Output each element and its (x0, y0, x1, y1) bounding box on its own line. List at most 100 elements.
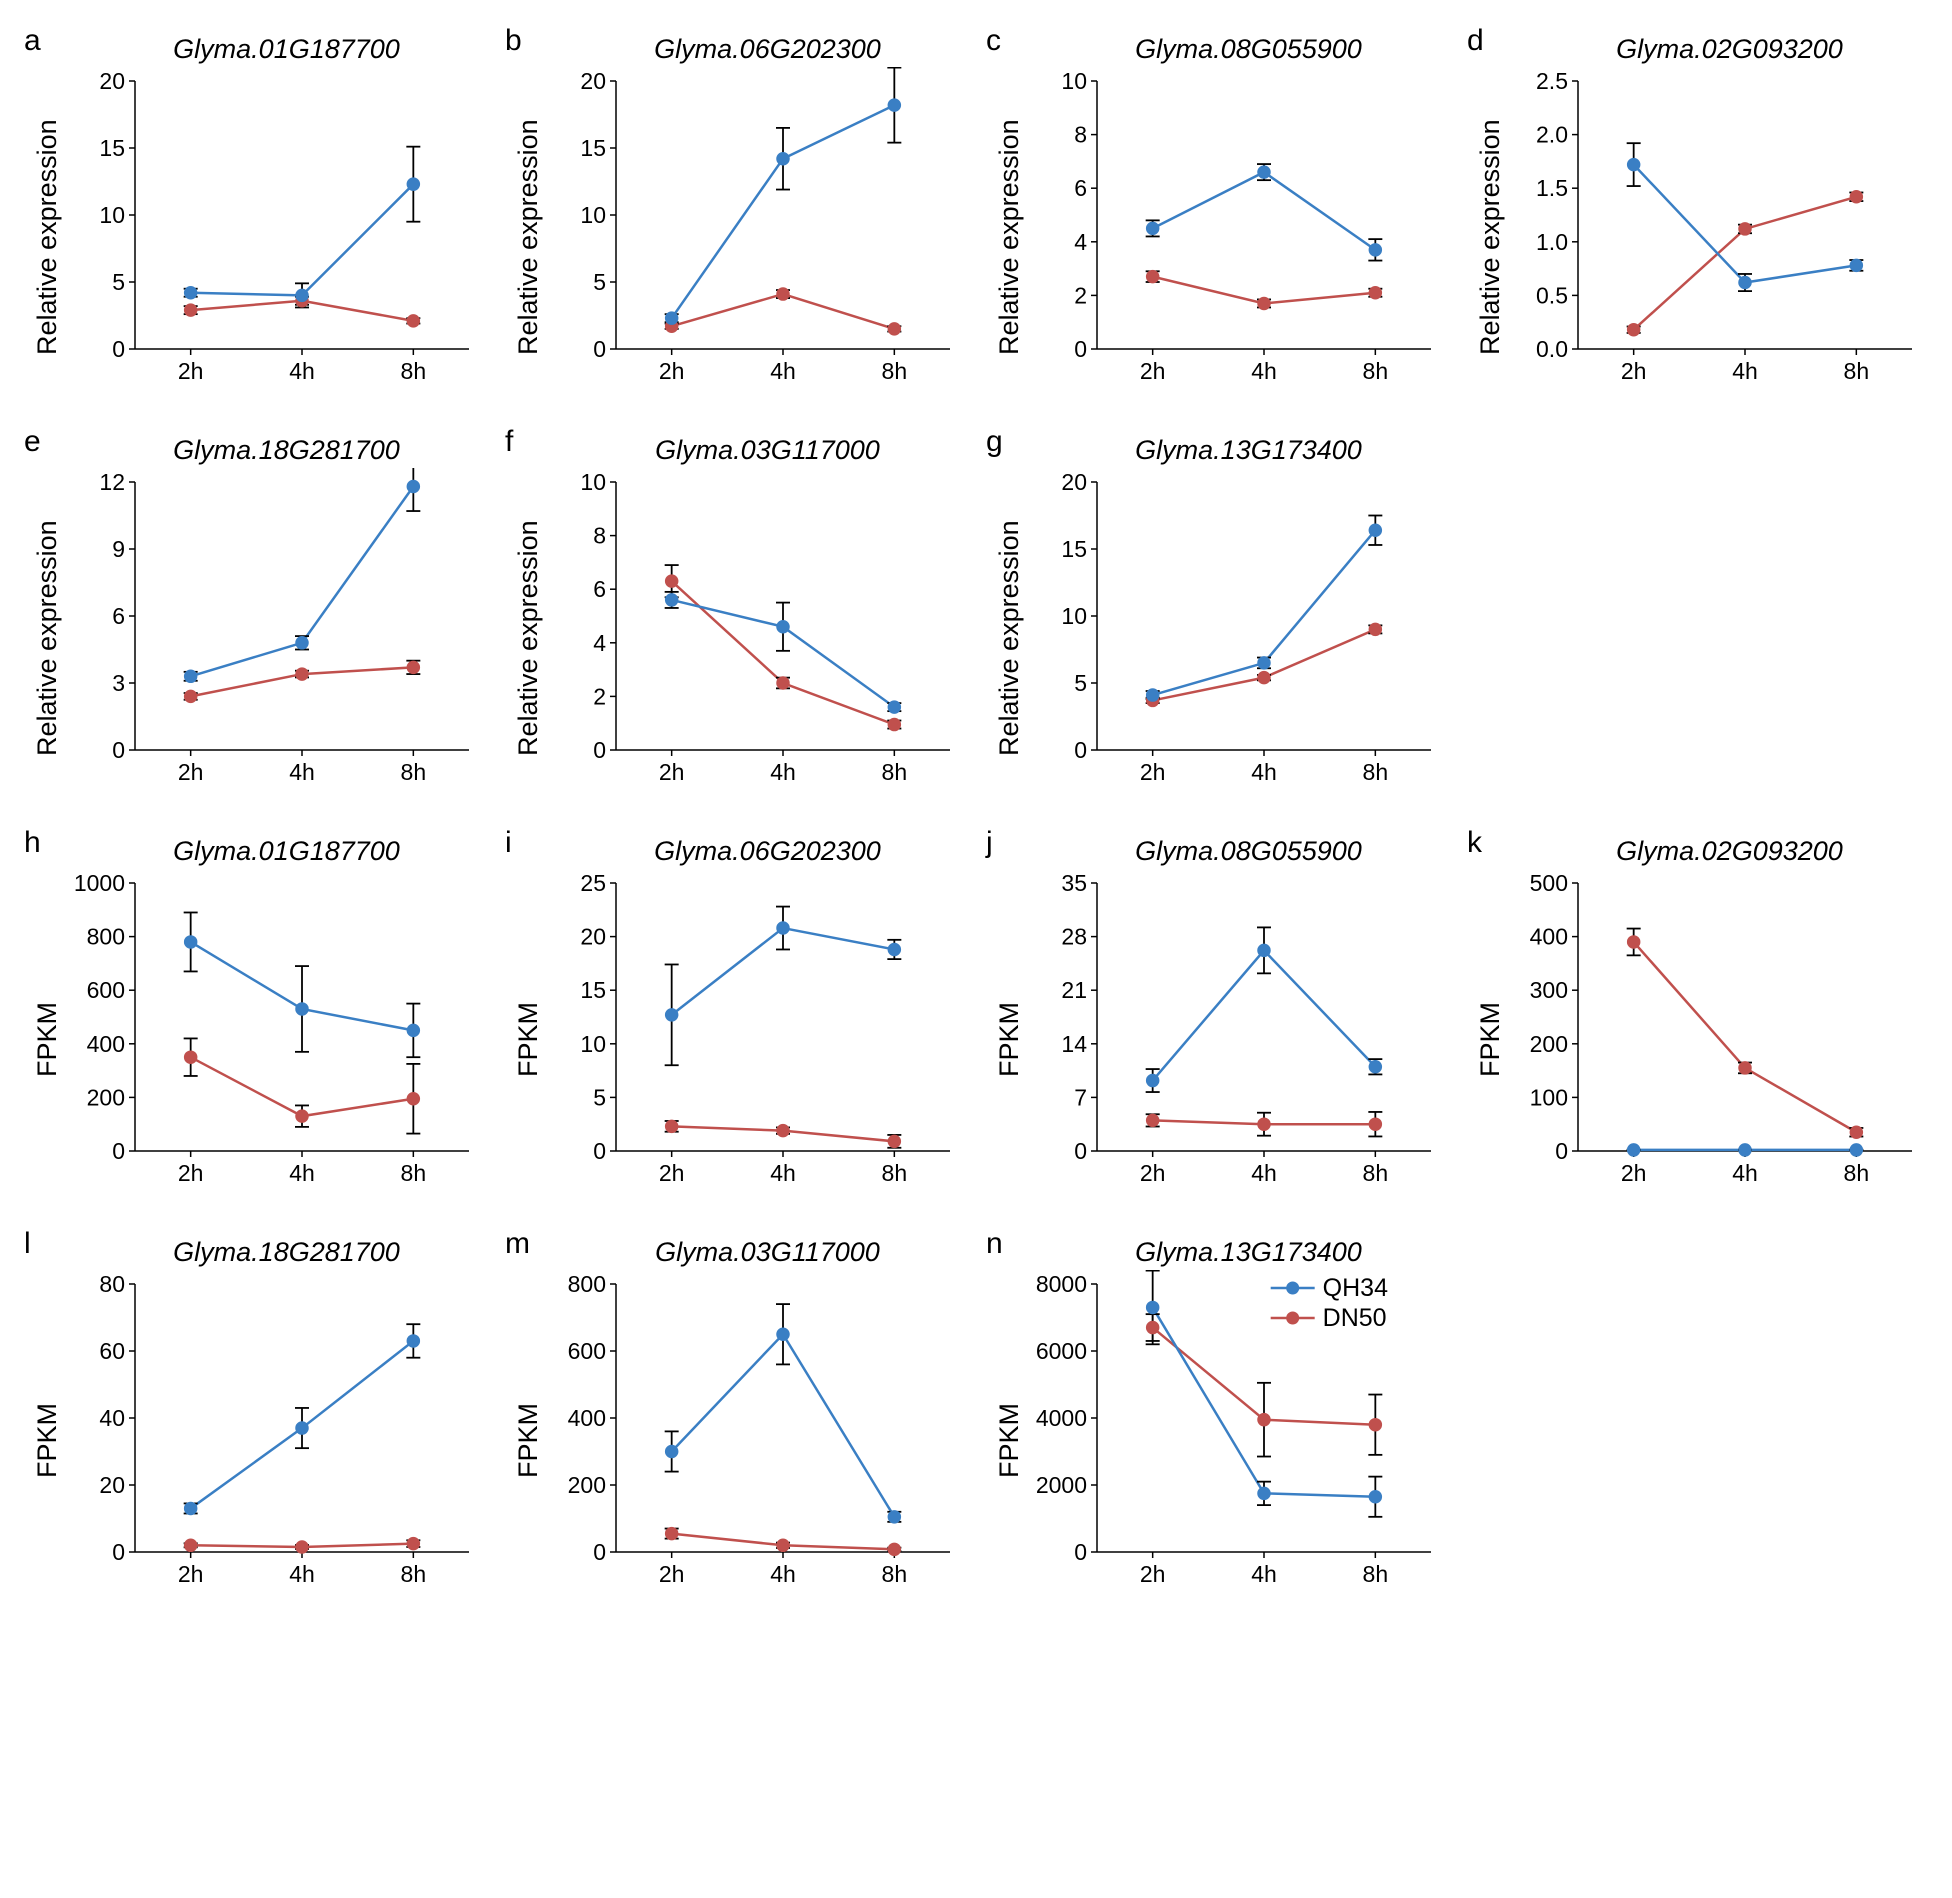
marker-qh34 (777, 153, 789, 165)
svg-text:0: 0 (112, 336, 125, 362)
svg-text:15: 15 (580, 135, 606, 161)
panel-n: n Glyma.13G173400 FPKM 02000400060008000… (992, 1233, 1445, 1610)
y-axis-label: FPKM (511, 1270, 544, 1610)
svg-text:8000: 8000 (1036, 1271, 1087, 1297)
svg-text:8h: 8h (1363, 1561, 1389, 1587)
plot-svg: 020040060080010002h4h8h (63, 869, 483, 1209)
marker-dn50 (185, 304, 197, 316)
marker-dn50 (666, 575, 678, 587)
y-axis-label: Relative expression (30, 67, 63, 407)
y-axis-label: Relative expression (992, 468, 1025, 808)
gene-title: Glyma.18G281700 (30, 1237, 483, 1268)
marker-dn50 (1258, 1414, 1270, 1426)
panel-label: d (1467, 24, 1484, 58)
marker-qh34 (1147, 1301, 1159, 1313)
svg-text:2.0: 2.0 (1536, 122, 1568, 148)
svg-text:4h: 4h (1251, 1561, 1277, 1587)
svg-text:8: 8 (1074, 122, 1087, 148)
svg-text:10: 10 (580, 469, 606, 495)
gene-title: Glyma.18G281700 (30, 435, 483, 466)
gene-title: Glyma.03G117000 (511, 1237, 964, 1268)
svg-text:0: 0 (1074, 336, 1087, 362)
svg-text:7: 7 (1074, 1084, 1087, 1110)
marker-qh34 (1258, 166, 1270, 178)
marker-dn50 (407, 315, 419, 327)
svg-text:8h: 8h (1363, 759, 1389, 785)
plot-svg: 01002003004005002h4h8h (1506, 869, 1926, 1209)
svg-text:4h: 4h (1732, 1160, 1758, 1186)
panel-l: l Glyma.18G281700 FPKM 0204060802h4h8h (30, 1233, 483, 1610)
marker-qh34 (296, 1003, 308, 1015)
marker-qh34 (1739, 277, 1751, 289)
marker-qh34 (1369, 1061, 1381, 1073)
svg-text:8h: 8h (401, 1561, 427, 1587)
svg-text:4h: 4h (1251, 1160, 1277, 1186)
panel-label: c (986, 24, 1001, 58)
svg-text:2h: 2h (659, 1160, 685, 1186)
y-axis-label: FPKM (511, 869, 544, 1209)
marker-dn50 (296, 1541, 308, 1553)
panel-label: b (505, 24, 522, 58)
gene-title: Glyma.06G202300 (511, 34, 964, 65)
plot-svg: 02004006008002h4h8h (544, 1270, 964, 1610)
svg-text:20: 20 (99, 68, 125, 94)
panel-k: k Glyma.02G093200 FPKM 01002003004005002… (1473, 832, 1926, 1209)
marker-dn50 (1850, 191, 1862, 203)
svg-text:0: 0 (1074, 1539, 1087, 1565)
svg-text:20: 20 (1061, 469, 1087, 495)
svg-text:40: 40 (99, 1405, 125, 1431)
marker-dn50 (1739, 1062, 1751, 1074)
y-axis-label: FPKM (30, 1270, 63, 1610)
marker-dn50 (777, 288, 789, 300)
svg-text:600: 600 (568, 1338, 606, 1364)
svg-text:8: 8 (593, 523, 606, 549)
gene-title: Glyma.06G202300 (511, 836, 964, 867)
panel-h: h Glyma.01G187700 FPKM 02004006008001000… (30, 832, 483, 1209)
svg-text:14: 14 (1061, 1031, 1087, 1057)
panel-i: i Glyma.06G202300 FPKM 05101520252h4h8h (511, 832, 964, 1209)
plot-svg: 02468102h4h8h (544, 468, 964, 808)
marker-qh34 (296, 1422, 308, 1434)
svg-text:2h: 2h (1621, 358, 1647, 384)
svg-text:4h: 4h (770, 759, 796, 785)
gene-title: Glyma.13G173400 (992, 1237, 1445, 1268)
svg-text:21: 21 (1061, 977, 1087, 1003)
marker-dn50 (777, 677, 789, 689)
gene-title: Glyma.08G055900 (992, 836, 1445, 867)
svg-text:10: 10 (580, 202, 606, 228)
panel-label: j (986, 826, 993, 860)
svg-text:6000: 6000 (1036, 1338, 1087, 1364)
marker-qh34 (777, 621, 789, 633)
marker-dn50 (1258, 1118, 1270, 1130)
svg-text:9: 9 (112, 536, 125, 562)
marker-qh34 (666, 1009, 678, 1021)
marker-qh34 (185, 287, 197, 299)
panel-label: g (986, 425, 1003, 459)
plot-svg: 0.00.51.01.52.02.52h4h8h (1506, 67, 1926, 407)
svg-text:8h: 8h (882, 759, 908, 785)
svg-text:2h: 2h (659, 1561, 685, 1587)
marker-qh34 (1147, 222, 1159, 234)
svg-text:4: 4 (593, 630, 606, 656)
svg-text:5: 5 (1074, 670, 1087, 696)
marker-dn50 (1739, 223, 1751, 235)
svg-text:5: 5 (593, 269, 606, 295)
plot-svg: 0369122h4h8h (63, 468, 483, 808)
svg-text:4h: 4h (289, 1160, 315, 1186)
svg-text:6: 6 (112, 603, 125, 629)
plot-svg: 020004000600080002h4h8hQH34DN50 (1025, 1270, 1445, 1610)
svg-text:4: 4 (1074, 229, 1087, 255)
svg-text:4000: 4000 (1036, 1405, 1087, 1431)
svg-text:60: 60 (99, 1338, 125, 1364)
panel-label: l (24, 1227, 31, 1261)
svg-text:200: 200 (568, 1472, 606, 1498)
gene-title: Glyma.01G187700 (30, 836, 483, 867)
svg-text:4h: 4h (770, 358, 796, 384)
marker-dn50 (666, 1528, 678, 1540)
y-axis-label: Relative expression (511, 67, 544, 407)
svg-text:2h: 2h (178, 358, 204, 384)
series-line-dn50 (1634, 197, 1857, 330)
svg-text:0: 0 (1074, 737, 1087, 763)
marker-dn50 (1369, 1419, 1381, 1431)
svg-text:8h: 8h (401, 759, 427, 785)
